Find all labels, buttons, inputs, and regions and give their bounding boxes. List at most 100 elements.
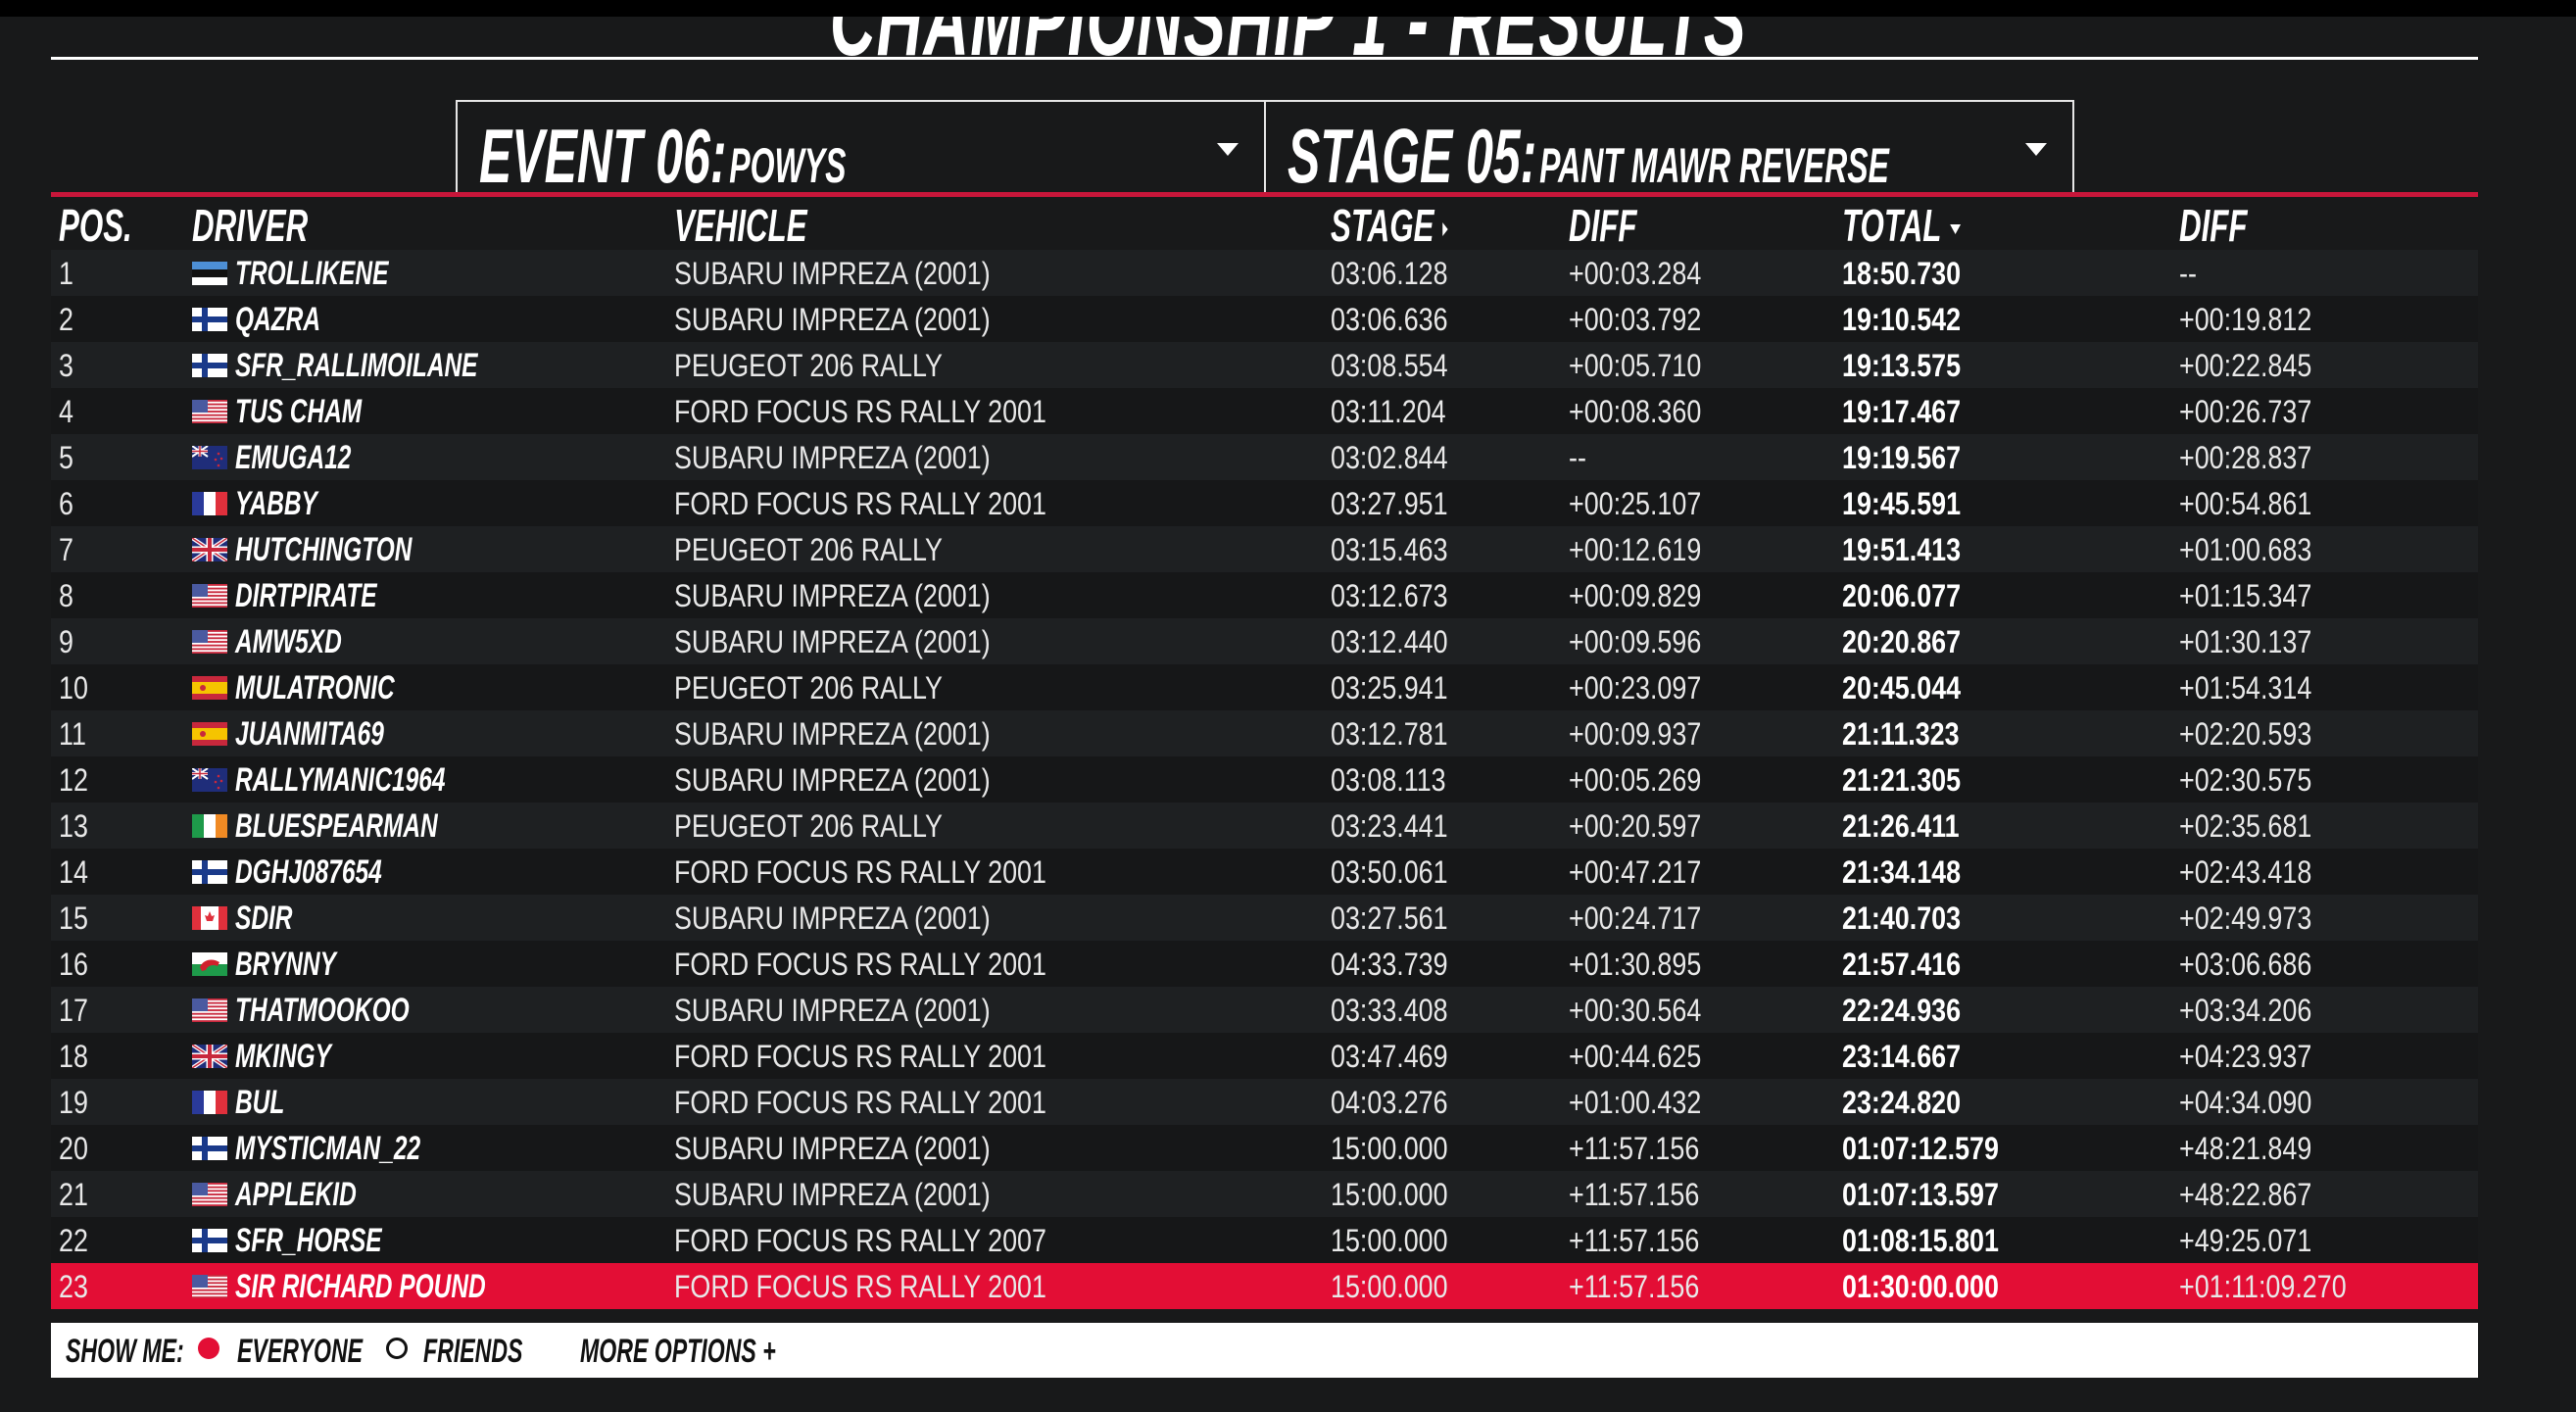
total-diff: +48:22.867 <box>2179 1177 2312 1212</box>
driver-name[interactable]: APPLEKID <box>235 1176 357 1213</box>
table-row[interactable]: 12 SUBARU IMPREZA (2001) 03:08.113 +00:05.2… <box>51 756 2478 803</box>
total-time: 21:57.416 <box>1842 947 1962 982</box>
stage-time: 03:33.408 <box>1331 993 1448 1028</box>
everyone-option[interactable]: EVERYONE <box>237 1333 364 1370</box>
total-diff: +49:25.071 <box>2179 1223 2312 1258</box>
total-diff: +00:26.737 <box>2179 394 2312 429</box>
table-row[interactable]: 20 SUBARU IMPREZA (2001) 15:00.000 +11:57.1… <box>51 1125 2478 1171</box>
driver-name[interactable]: QAZRA <box>235 301 321 338</box>
table-row[interactable]: 15 SUBARU IMPREZA (2001) 03:27.561 +00:24.7… <box>51 895 2478 941</box>
stage-diff: +11:57.156 <box>1569 1177 1700 1212</box>
vehicle: FORD FOCUS RS RALLY 2001 <box>674 1269 1046 1304</box>
driver-name[interactable]: DIRTPIRATE <box>235 577 377 614</box>
table-row[interactable]: 18 FORD FOCUS RS RALLY 2001 03:47.469 +00:4… <box>51 1033 2478 1079</box>
table-row[interactable]: 16 FORD FOCUS RS RALLY 2001 04:33.739 +01:3… <box>51 941 2478 987</box>
stage-time: 03:08.554 <box>1331 348 1448 383</box>
driver-name[interactable]: MULATRONIC <box>235 669 395 706</box>
stage-time: 15:00.000 <box>1331 1269 1448 1304</box>
table-row[interactable]: 8 SUBARU IMPREZA (2001) 03:12.673 +00:09.82… <box>51 572 2478 618</box>
chevron-down-icon <box>1950 223 1962 234</box>
total-time: 19:17.467 <box>1842 394 1962 429</box>
table-row[interactable]: 7 PEUGEOT 206 RALLY 03:15.463 +00:12.619 19:… <box>51 526 2478 572</box>
table-row[interactable]: 21 SUBARU IMPREZA (2001) 15:00.000 +11:57.1… <box>51 1171 2478 1217</box>
stage-time: 03:27.951 <box>1331 486 1448 521</box>
radio-friends[interactable] <box>386 1338 408 1359</box>
table-row[interactable]: 4 FORD FOCUS RS RALLY 2001 03:11.204 +00:08… <box>51 388 2478 434</box>
table-row-current-player[interactable]: 23 FORD FOCUS RS RALLY 2001 15:00.000 +11:5… <box>51 1263 2478 1309</box>
vehicle: SUBARU IMPREZA (2001) <box>674 440 991 475</box>
position: 15 <box>59 901 88 936</box>
driver-name[interactable]: BRYNNY <box>235 946 336 983</box>
flag-us-icon <box>192 400 227 423</box>
column-header-total-diff[interactable]: DIFF <box>2179 200 2248 251</box>
driver-name[interactable]: HUTCHINGTON <box>235 531 413 568</box>
position: 11 <box>59 716 86 752</box>
total-time: 21:21.305 <box>1842 762 1962 798</box>
driver-name[interactable]: RALLYMANIC1964 <box>235 761 446 799</box>
driver-name[interactable]: SFR_RALLIMOILANE <box>235 347 478 384</box>
table-row[interactable]: 2 SUBARU IMPREZA (2001) 03:06.636 +00:03.79… <box>51 296 2478 342</box>
table-row[interactable]: 3 PEUGEOT 206 RALLY 03:08.554 +00:05.710 19:… <box>51 342 2478 388</box>
table-row[interactable]: 5 SUBARU IMPREZA (2001) 03:02.844 -- 19:19.5… <box>51 434 2478 480</box>
table-row[interactable]: 9 SUBARU IMPREZA (2001) 03:12.440 +00:09.59… <box>51 618 2478 664</box>
column-header-stage-diff[interactable]: DIFF <box>1569 200 1637 251</box>
flag-fi-icon <box>192 1137 227 1160</box>
position: 17 <box>59 993 88 1028</box>
total-time: 20:45.044 <box>1842 670 1962 706</box>
table-row[interactable]: 22 FORD FOCUS RS RALLY 2007 15:00.000 +11:5… <box>51 1217 2478 1263</box>
driver-name[interactable]: TUS CHAM <box>235 393 363 430</box>
column-header-pos[interactable]: POS. <box>59 200 132 251</box>
table-row[interactable]: 13 PEUGEOT 206 RALLY 03:23.441 +00:20.597 21… <box>51 803 2478 849</box>
driver-name[interactable]: AMW5XD <box>235 623 342 660</box>
flag-nz-icon <box>192 768 227 792</box>
driver-name[interactable]: SDIR <box>235 900 293 937</box>
driver-name[interactable]: SFR_HORSE <box>235 1222 382 1259</box>
total-diff: +02:35.681 <box>2179 808 2312 844</box>
table-row[interactable]: 14 FORD FOCUS RS RALLY 2001 03:50.061 +00:4… <box>51 849 2478 895</box>
column-header-driver[interactable]: DRIVER <box>192 200 309 251</box>
table-row[interactable]: 11 SUBARU IMPREZA (2001) 03:12.781 +00:09.9… <box>51 710 2478 756</box>
table-row[interactable]: 6 FORD FOCUS RS RALLY 2001 03:27.951 +00:25… <box>51 480 2478 526</box>
driver-name[interactable]: TROLLIKENE <box>235 255 389 292</box>
total-time: 19:13.575 <box>1842 348 1962 383</box>
total-diff: +00:54.861 <box>2179 486 2312 521</box>
table-row[interactable]: 1 SUBARU IMPREZA (2001) 03:06.128 +00:03.28… <box>51 250 2478 296</box>
chevron-down-icon <box>2025 143 2047 156</box>
table-row[interactable]: 10 PEUGEOT 206 RALLY 03:25.941 +00:23.097 20… <box>51 664 2478 710</box>
stage-diff: +00:09.829 <box>1569 578 1702 613</box>
total-time: 21:40.703 <box>1842 901 1962 936</box>
stage-diff: -- <box>1569 440 1586 475</box>
table-row[interactable]: 17 SUBARU IMPREZA (2001) 03:33.408 +00:30.5… <box>51 987 2478 1033</box>
table-row[interactable]: 19 FORD FOCUS RS RALLY 2001 04:03.276 +01:0… <box>51 1079 2478 1125</box>
total-time: 21:34.148 <box>1842 854 1962 890</box>
stage-dropdown[interactable]: STAGE 05: PANT MAWR REVERSE <box>1264 100 2074 199</box>
driver-name[interactable]: SIR RICHARD POUND <box>235 1268 486 1305</box>
stage-diff: +00:20.597 <box>1569 808 1702 844</box>
driver-name[interactable]: BUL <box>235 1084 285 1121</box>
driver-name[interactable]: MYSTICMAN_22 <box>235 1130 421 1167</box>
driver-name[interactable]: MKINGY <box>235 1038 331 1075</box>
driver-name[interactable]: BLUESPEARMAN <box>235 807 438 845</box>
total-time: 19:19.567 <box>1842 440 1962 475</box>
position: 18 <box>59 1039 88 1074</box>
column-header-total[interactable]: TOTAL <box>1842 199 1962 251</box>
driver-name[interactable]: YABBY <box>235 485 317 522</box>
total-diff: +02:20.593 <box>2179 716 2312 752</box>
more-options-button[interactable]: MORE OPTIONS + <box>580 1333 776 1370</box>
stage-diff: +00:25.107 <box>1569 486 1702 521</box>
flag-gb-icon <box>192 1045 227 1068</box>
position: 16 <box>59 947 88 982</box>
column-header-stage[interactable]: STAGE <box>1331 199 1448 251</box>
driver-name[interactable]: JUANMITA69 <box>235 715 384 753</box>
flag-fi-icon <box>192 308 227 331</box>
radio-everyone[interactable] <box>198 1338 219 1359</box>
total-time: 19:45.591 <box>1842 486 1962 521</box>
driver-name[interactable]: THATMOOKOO <box>235 992 410 1029</box>
event-dropdown[interactable]: EVENT 06: POWYS <box>456 100 1266 199</box>
position: 14 <box>59 854 88 890</box>
driver-name[interactable]: DGHJ087654 <box>235 853 382 891</box>
column-header-vehicle[interactable]: VEHICLE <box>674 200 807 251</box>
total-time: 19:10.542 <box>1842 302 1962 337</box>
friends-option[interactable]: FRIENDS <box>423 1333 523 1370</box>
driver-name[interactable]: EMUGA12 <box>235 439 352 476</box>
